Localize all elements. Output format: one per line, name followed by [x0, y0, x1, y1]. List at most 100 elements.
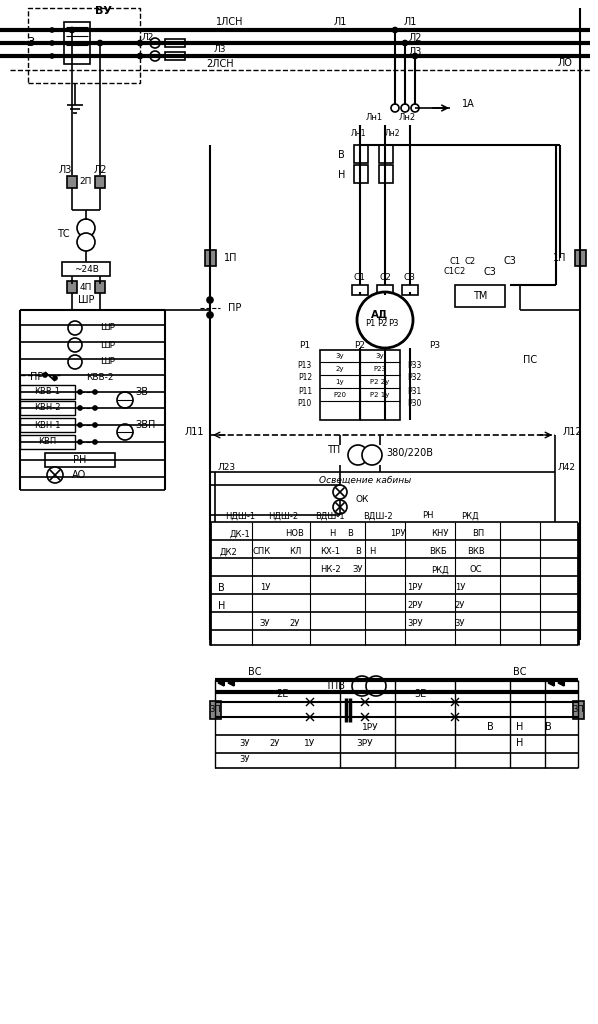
Circle shape	[333, 485, 347, 499]
Text: ВП: ВП	[472, 529, 484, 539]
Text: Л23: Л23	[218, 464, 236, 472]
Text: Р23: Р23	[374, 366, 386, 372]
Text: Р3: Р3	[429, 341, 441, 349]
Text: Л11: Л11	[185, 427, 204, 437]
Text: ТП: ТП	[327, 445, 340, 455]
Text: ДК2: ДК2	[219, 548, 237, 556]
Circle shape	[78, 423, 82, 427]
Circle shape	[93, 423, 97, 427]
Text: Л3: Л3	[59, 165, 72, 175]
Circle shape	[348, 445, 368, 465]
Text: КВН-1: КВН-1	[33, 421, 60, 429]
Text: ЗУ: ЗУ	[353, 565, 363, 574]
Text: Р2 1у: Р2 1у	[370, 392, 390, 398]
Bar	[62, 262, 110, 276]
Text: Лн1: Лн1	[366, 114, 383, 123]
Text: 1У: 1У	[304, 738, 316, 748]
Text: ВУ: ВУ	[96, 6, 112, 16]
Text: 2Е: 2Е	[276, 689, 288, 699]
Bar	[352, 285, 368, 295]
Text: ТМ: ТМ	[473, 291, 487, 301]
Circle shape	[207, 297, 213, 303]
Text: Освещение кабины: Освещение кабины	[319, 475, 411, 484]
Text: Лн1: Лн1	[350, 128, 366, 137]
Circle shape	[93, 390, 97, 394]
Circle shape	[366, 676, 386, 696]
Text: 1ЛСН: 1ЛСН	[216, 17, 244, 27]
Text: C1: C1	[354, 273, 366, 283]
Text: ВДШ-2: ВДШ-2	[363, 512, 393, 520]
Text: 380/220В: 380/220В	[386, 449, 434, 458]
Polygon shape	[218, 680, 224, 686]
Circle shape	[50, 54, 54, 58]
Text: ТС: ТС	[57, 229, 70, 239]
Text: КВП: КВП	[38, 437, 56, 446]
Text: 1РУ: 1РУ	[390, 529, 406, 539]
Circle shape	[53, 376, 57, 380]
Text: С1С2: С1С2	[444, 267, 466, 276]
Text: Н: Н	[369, 548, 375, 556]
Text: 1РУ: 1РУ	[362, 723, 379, 731]
Text: 3У: 3У	[454, 620, 465, 629]
Bar	[20, 418, 75, 432]
Text: Н: Н	[338, 170, 345, 180]
Bar	[165, 39, 185, 47]
Text: В: В	[487, 722, 493, 732]
Circle shape	[78, 440, 82, 444]
Text: ОС: ОС	[470, 565, 482, 574]
Text: Р1: Р1	[365, 318, 375, 328]
Text: 3П: 3П	[572, 706, 584, 715]
Text: Н: Н	[329, 529, 335, 539]
Text: ПР: ПР	[30, 372, 44, 382]
Circle shape	[138, 53, 142, 58]
Text: ОК: ОК	[355, 495, 368, 504]
Text: 1А: 1А	[462, 99, 475, 109]
Circle shape	[97, 41, 102, 45]
Text: Р2 2у: Р2 2у	[370, 379, 390, 385]
Bar	[379, 145, 393, 163]
Text: ЗВП: ЗВП	[135, 420, 155, 430]
Text: В: В	[545, 722, 551, 732]
Text: АД: АД	[371, 309, 389, 319]
Text: Р1: Р1	[300, 341, 310, 349]
Text: ЗУ: ЗУ	[260, 620, 270, 629]
Circle shape	[402, 41, 407, 45]
Text: ~3: ~3	[18, 37, 36, 49]
Circle shape	[93, 406, 97, 410]
Bar	[320, 350, 400, 420]
Text: Р2: Р2	[377, 318, 387, 328]
Polygon shape	[548, 680, 554, 686]
Text: 1у: 1у	[335, 379, 344, 385]
Text: 3РУ: 3РУ	[356, 738, 373, 748]
Text: Р12: Р12	[298, 374, 312, 383]
Bar	[67, 281, 77, 293]
Text: С1: С1	[450, 256, 460, 265]
Text: ШР: ШР	[78, 295, 94, 305]
Text: Р30: Р30	[407, 399, 422, 409]
Bar	[354, 165, 368, 183]
Circle shape	[333, 500, 347, 514]
Bar	[67, 176, 77, 188]
Circle shape	[68, 355, 82, 369]
Text: Н: Н	[218, 601, 225, 611]
Bar	[210, 701, 221, 719]
Text: Л3: Л3	[213, 45, 226, 54]
Circle shape	[362, 445, 382, 465]
Text: 3РУ: 3РУ	[407, 620, 423, 629]
Circle shape	[352, 676, 372, 696]
Text: 2У: 2У	[455, 601, 465, 610]
Circle shape	[43, 373, 47, 377]
Text: ВКВ: ВКВ	[467, 548, 485, 556]
Bar	[575, 250, 586, 266]
Bar	[45, 453, 115, 467]
Circle shape	[50, 41, 54, 45]
Text: В: В	[347, 529, 353, 539]
Bar	[165, 52, 185, 60]
Text: Н: Н	[516, 738, 524, 748]
Text: КЛ: КЛ	[289, 548, 301, 556]
Bar	[28, 8, 140, 83]
Text: C3: C3	[404, 273, 416, 283]
Bar	[205, 250, 216, 266]
Bar	[20, 435, 75, 449]
Text: Р10: Р10	[298, 399, 312, 409]
